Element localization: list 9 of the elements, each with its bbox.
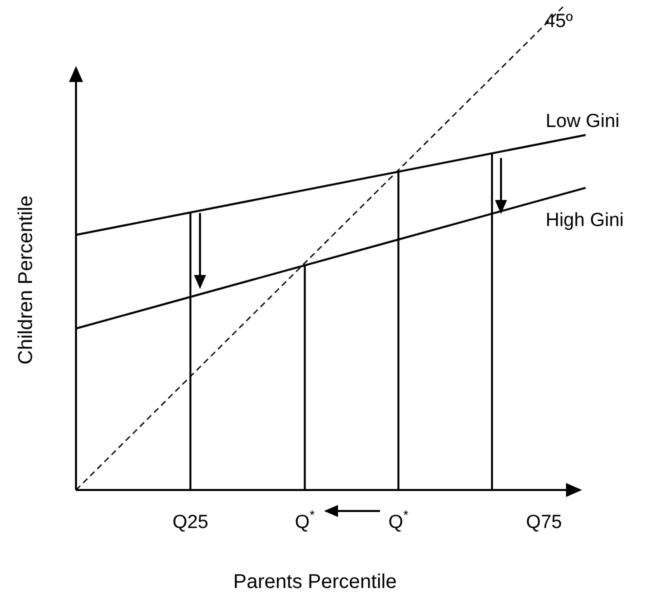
x-tick-label: Q75 bbox=[526, 512, 562, 533]
y-axis-title: Children Percentile bbox=[15, 196, 37, 364]
x-tick-label: Q* bbox=[294, 507, 315, 533]
series-label: High Gini bbox=[546, 210, 624, 231]
x-tick-label: Q25 bbox=[172, 512, 208, 533]
series-label: Low Gini bbox=[546, 110, 620, 132]
series-label: 45º bbox=[544, 11, 573, 32]
x-tick-label: Q* bbox=[388, 507, 408, 533]
x-axis-title: Parents Percentile bbox=[233, 571, 397, 593]
